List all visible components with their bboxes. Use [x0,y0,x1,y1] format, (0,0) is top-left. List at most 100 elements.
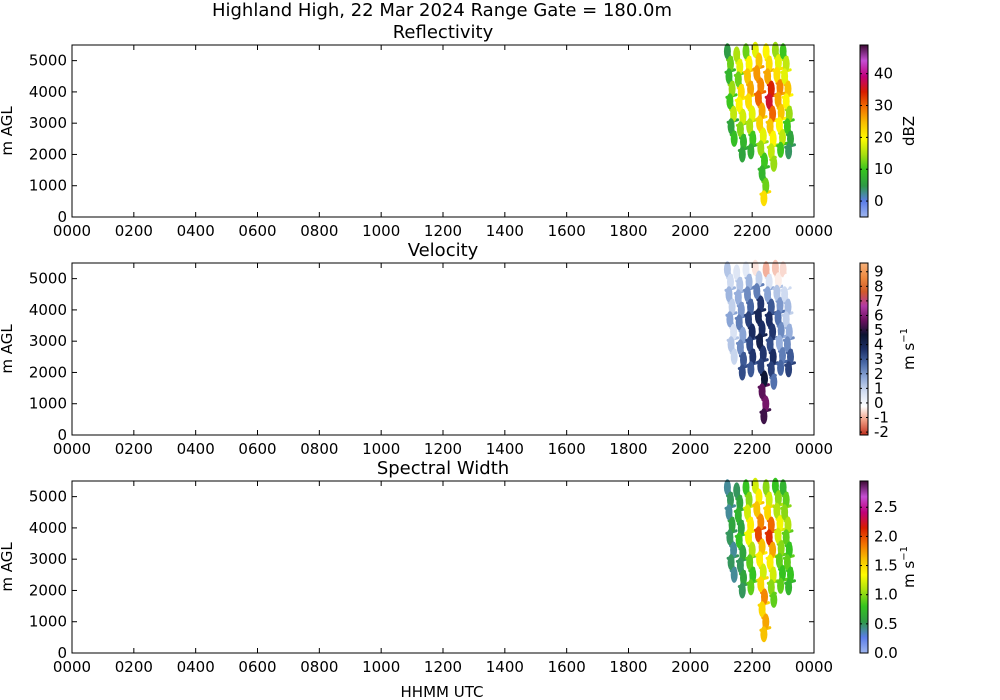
echo-point [762,613,770,630]
echo-point [758,601,766,618]
echo-point [782,529,790,546]
echo-point [756,115,764,132]
echo-point [757,295,765,312]
echo-point [770,591,778,608]
echo-point [738,582,746,599]
y-tick-label: 5000 [29,270,67,288]
echo-point [736,339,744,356]
panel-2: Spectral Width m AGL 0000 0200 0400 0600 0800 1… [0,458,918,676]
echo-point [730,130,738,147]
x-tick-label: 0200 [115,658,153,676]
echo-point [742,43,750,60]
colorbar-tick-label: 40 [874,65,893,83]
echo-point [776,297,784,314]
y-tick-label: 1000 [29,613,67,631]
echo-point [745,93,752,110]
x-tick-label: 1000 [362,222,400,240]
echo-point [726,93,734,110]
echo-point [755,488,763,505]
echo-point [751,477,759,494]
echo-point [746,118,754,135]
colorbar-tick-label: 2.0 [874,527,898,545]
x-tick-label: 0000 [795,222,833,240]
echo-point [766,118,774,135]
echo-point [769,348,777,365]
echo-point [745,529,752,546]
echo-point [755,270,763,287]
echo-point [748,323,756,340]
echo-point [754,308,762,325]
echo-point [777,577,785,594]
echo-point [767,80,775,97]
x-tick-label: 0600 [238,440,276,458]
panel-ylabel: m AGL [0,106,16,156]
echo-point [747,298,755,315]
echo-point [782,273,790,290]
x-tick-label: 1800 [609,222,647,240]
echo-point [782,311,790,328]
echo-point [760,190,768,207]
y-tick-label: 3000 [29,332,67,350]
x-tick-label: 2000 [671,658,709,676]
echo-point [749,566,757,583]
echo-point [771,259,779,276]
echo-point [747,579,755,596]
x-tick-label: 1400 [486,222,524,240]
echo-point [757,576,765,593]
echo-point [744,68,751,85]
echo-point [762,177,770,194]
echo-point [769,105,777,122]
echo-point [782,491,790,508]
echo-point [773,284,781,301]
echo-point [785,105,793,122]
colorbar-tick-label: 0 [874,192,884,210]
x-tick-label: 0000 [53,658,91,676]
echo-point [773,502,781,519]
x-tick-label: 0200 [115,440,153,458]
x-tick-label: 0800 [300,222,338,240]
echo-point [725,504,733,521]
echo-point [730,348,738,365]
echo-layer [723,259,796,425]
echo-point [754,526,762,543]
echo-point [728,516,736,533]
echo-point [781,286,789,303]
plot-area [72,45,814,217]
y-tick-label: 0 [57,426,67,444]
x-tick-label: 0200 [115,222,153,240]
echo-point [764,68,772,85]
echo-point [781,68,789,85]
x-tick-label: 0400 [177,440,215,458]
echo-point [730,541,738,558]
echo-point [782,93,790,110]
echo-point [736,494,744,511]
panel-ylabel: m AGL [0,542,16,592]
echo-point [765,273,773,290]
y-tick-label: 1000 [29,177,67,195]
echo-point [779,479,787,496]
echo-point [749,348,757,365]
echo-point [726,529,734,546]
echo-point [782,55,790,72]
x-tick-label: 0600 [238,222,276,240]
echo-point [727,491,734,508]
echo-point [767,298,775,315]
echo-point [757,140,765,157]
x-tick-label: 0800 [300,658,338,676]
echo-point [727,336,735,353]
x-tick-label: 1200 [424,222,462,240]
echo-point [774,527,782,544]
echo-point [787,130,794,147]
echo-point [783,554,791,571]
colorbar-tick-label: 2.5 [874,498,898,516]
echo-point [758,320,766,337]
echo-point [737,301,745,318]
echo-point [759,563,767,580]
echo-point [773,66,781,83]
echo-point [753,501,761,518]
echo-point [734,71,742,88]
echo-point [735,314,743,331]
echo-point [765,93,773,110]
echo-point [738,364,746,381]
